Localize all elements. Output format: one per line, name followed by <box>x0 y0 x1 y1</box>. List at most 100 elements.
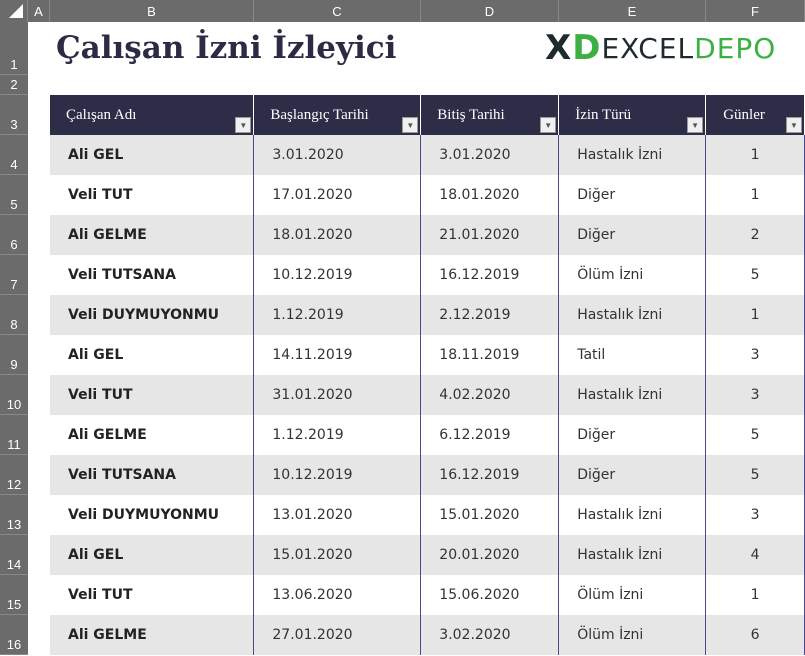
end-date-cell[interactable]: 16.12.2019 <box>420 455 560 495</box>
start-date-cell[interactable]: 31.01.2020 <box>253 375 422 415</box>
column-header-e[interactable]: E <box>559 0 706 22</box>
header-cell[interactable]: Çalışan Adı ▼ <box>50 95 255 135</box>
days-cell[interactable]: 3 <box>705 495 805 535</box>
end-date-cell[interactable]: 3.01.2020 <box>420 135 560 175</box>
row-header-16[interactable]: 16 <box>0 615 28 655</box>
employee-name-cell[interactable]: Ali GELME <box>50 615 255 655</box>
row-header-3[interactable]: 3 <box>0 95 28 135</box>
days-cell[interactable]: 5 <box>705 255 805 295</box>
start-date-cell[interactable]: 17.01.2020 <box>253 175 422 215</box>
employee-name-cell[interactable]: Ali GELME <box>50 215 255 255</box>
filter-dropdown-icon[interactable]: ▼ <box>402 117 419 133</box>
filter-dropdown-icon[interactable]: ▼ <box>687 117 704 133</box>
end-date-cell[interactable]: 3.02.2020 <box>420 615 560 655</box>
days-cell[interactable]: 5 <box>705 455 805 495</box>
employee-name-cell[interactable]: Veli TUT <box>50 575 255 615</box>
filter-dropdown-icon[interactable]: ▼ <box>786 117 802 133</box>
leave-type-cell[interactable]: Hastalık İzni <box>558 135 707 175</box>
start-date-cell[interactable]: 1.12.2019 <box>253 295 422 335</box>
row-header-5[interactable]: 5 <box>0 175 28 215</box>
column-header-c[interactable]: C <box>254 0 421 22</box>
end-date-cell[interactable]: 18.11.2019 <box>420 335 560 375</box>
employee-name-cell[interactable]: Ali GELME <box>50 415 255 455</box>
leave-type-cell[interactable]: Ölüm İzni <box>558 615 707 655</box>
start-date-cell[interactable]: 1.12.2019 <box>253 415 422 455</box>
end-date-cell[interactable]: 15.01.2020 <box>420 495 560 535</box>
leave-type-cell[interactable]: Hastalık İzni <box>558 375 707 415</box>
leave-type-cell[interactable]: Ölüm İzni <box>558 255 707 295</box>
leave-type-cell[interactable]: Ölüm İzni <box>558 575 707 615</box>
leave-type-cell[interactable]: Hastalık İzni <box>558 535 707 575</box>
employee-name-cell[interactable]: Veli DUYMUYONMU <box>50 495 255 535</box>
header-cell[interactable]: Başlangıç Tarihi ▼ <box>253 95 422 135</box>
leave-type-cell[interactable]: Hastalık İzni <box>558 495 707 535</box>
end-date-cell[interactable]: 18.01.2020 <box>420 175 560 215</box>
row-header-12[interactable]: 12 <box>0 455 28 495</box>
employee-name-cell[interactable]: Veli TUTSANA <box>50 455 255 495</box>
end-date-cell[interactable]: 4.02.2020 <box>420 375 560 415</box>
table-row: Veli TUT 31.01.2020 4.02.2020 Hastalık İzni… <box>50 375 805 415</box>
days-cell[interactable]: 2 <box>705 215 805 255</box>
start-date-cell[interactable]: 14.11.2019 <box>253 335 422 375</box>
row-header-13[interactable]: 13 <box>0 495 28 535</box>
start-date-cell[interactable]: 3.01.2020 <box>253 135 422 175</box>
header-cell[interactable]: Bitiş Tarihi ▼ <box>420 95 560 135</box>
row-header-8[interactable]: 8 <box>0 295 28 335</box>
leave-type-cell[interactable]: Diğer <box>558 175 707 215</box>
end-date-cell[interactable]: 16.12.2019 <box>420 255 560 295</box>
employee-name-cell[interactable]: Ali GEL <box>50 335 255 375</box>
end-date-cell[interactable]: 20.01.2020 <box>420 535 560 575</box>
column-header-f[interactable]: F <box>706 0 805 22</box>
leave-type-cell[interactable]: Tatil <box>558 335 707 375</box>
end-date-cell[interactable]: 6.12.2019 <box>420 415 560 455</box>
row-header-11[interactable]: 11 <box>0 415 28 455</box>
days-cell[interactable]: 1 <box>705 295 805 335</box>
row-header-9[interactable]: 9 <box>0 335 28 375</box>
end-date-cell[interactable]: 2.12.2019 <box>420 295 560 335</box>
row-header-7[interactable]: 7 <box>0 255 28 295</box>
row-header-1[interactable]: 1 <box>0 22 28 75</box>
filter-dropdown-icon[interactable]: ▼ <box>235 117 252 133</box>
employee-name-cell[interactable]: Veli TUTSANA <box>50 255 255 295</box>
column-header-d[interactable]: D <box>421 0 559 22</box>
days-cell[interactable]: 6 <box>705 615 805 655</box>
start-date-cell[interactable]: 10.12.2019 <box>253 455 422 495</box>
days-cell[interactable]: 3 <box>705 335 805 375</box>
end-date-cell[interactable]: 21.01.2020 <box>420 215 560 255</box>
filter-dropdown-icon[interactable]: ▼ <box>540 117 557 133</box>
days-cell[interactable]: 1 <box>705 575 805 615</box>
row-header-4[interactable]: 4 <box>0 135 28 175</box>
employee-name-cell[interactable]: Veli TUT <box>50 175 255 215</box>
start-date-cell[interactable]: 10.12.2019 <box>253 255 422 295</box>
days-cell[interactable]: 1 <box>705 175 805 215</box>
column-header-a[interactable]: A <box>28 0 50 22</box>
row-header-6[interactable]: 6 <box>0 215 28 255</box>
days-cell[interactable]: 5 <box>705 415 805 455</box>
employee-name-cell[interactable]: Veli DUYMUYONMU <box>50 295 255 335</box>
start-date-cell[interactable]: 13.06.2020 <box>253 575 422 615</box>
header-cell[interactable]: İzin Türü ▼ <box>558 95 707 135</box>
end-date-cell[interactable]: 15.06.2020 <box>420 575 560 615</box>
days-cell[interactable]: 3 <box>705 375 805 415</box>
row-header-2[interactable]: 2 <box>0 75 28 95</box>
employee-name-cell[interactable]: Ali GEL <box>50 135 255 175</box>
row-header-10[interactable]: 10 <box>0 375 28 415</box>
employee-name-cell[interactable]: Ali GEL <box>50 535 255 575</box>
start-date-cell[interactable]: 13.01.2020 <box>253 495 422 535</box>
days-cell[interactable]: 4 <box>705 535 805 575</box>
row-header-14[interactable]: 14 <box>0 535 28 575</box>
days-cell[interactable]: 1 <box>705 135 805 175</box>
row-header-15[interactable]: 15 <box>0 575 28 615</box>
column-header-b[interactable]: B <box>50 0 254 22</box>
start-date-cell[interactable]: 15.01.2020 <box>253 535 422 575</box>
start-date-cell[interactable]: 27.01.2020 <box>253 615 422 655</box>
leave-type-cell[interactable]: Diğer <box>558 415 707 455</box>
leave-type-cell[interactable]: Hastalık İzni <box>558 295 707 335</box>
leave-type-cell[interactable]: Diğer <box>558 455 707 495</box>
employee-name-cell[interactable]: Veli TUT <box>50 375 255 415</box>
leave-type-cell[interactable]: Diğer <box>558 215 707 255</box>
logo-d: D <box>572 28 602 68</box>
header-cell[interactable]: Günler ▼ <box>705 95 805 135</box>
start-date-cell[interactable]: 18.01.2020 <box>253 215 422 255</box>
select-all-button[interactable] <box>0 0 28 22</box>
